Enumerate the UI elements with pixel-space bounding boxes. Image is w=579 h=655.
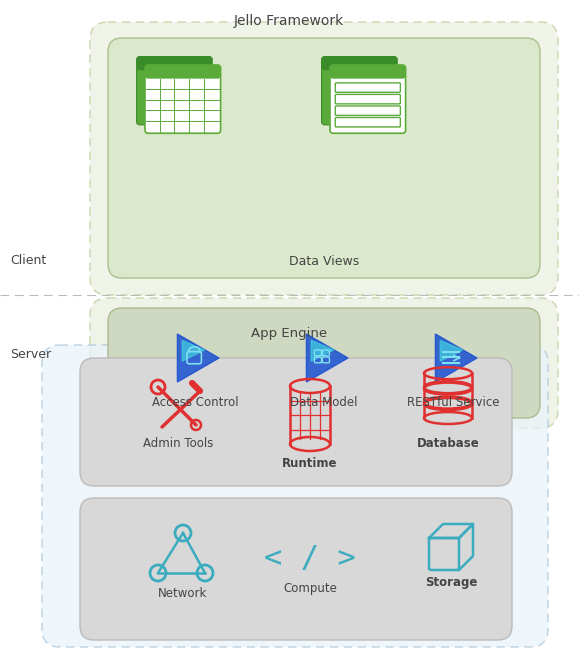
Text: Runtime: Runtime xyxy=(282,457,338,470)
Text: Database: Database xyxy=(417,437,479,450)
FancyBboxPatch shape xyxy=(330,65,406,133)
FancyBboxPatch shape xyxy=(108,308,540,418)
FancyBboxPatch shape xyxy=(42,345,548,647)
Text: Network: Network xyxy=(158,587,208,600)
FancyBboxPatch shape xyxy=(137,56,212,125)
Polygon shape xyxy=(182,341,204,361)
Polygon shape xyxy=(306,334,348,382)
FancyBboxPatch shape xyxy=(145,65,221,79)
FancyBboxPatch shape xyxy=(108,38,540,278)
Text: Compute: Compute xyxy=(283,582,337,595)
Text: Jello Framework: Jello Framework xyxy=(234,14,344,28)
FancyBboxPatch shape xyxy=(321,56,397,125)
FancyBboxPatch shape xyxy=(90,22,558,295)
Text: Data Model: Data Model xyxy=(290,396,358,409)
Polygon shape xyxy=(311,341,334,361)
FancyBboxPatch shape xyxy=(137,56,212,70)
FancyBboxPatch shape xyxy=(80,498,512,640)
Text: < / >: < / > xyxy=(264,544,356,572)
Polygon shape xyxy=(440,341,463,361)
Polygon shape xyxy=(435,334,477,382)
FancyBboxPatch shape xyxy=(80,358,512,486)
FancyBboxPatch shape xyxy=(145,65,221,133)
Text: App Engine: App Engine xyxy=(251,327,327,340)
Text: RESTful Service: RESTful Service xyxy=(407,396,499,409)
Text: Data Views: Data Views xyxy=(289,255,359,268)
Text: Access Control: Access Control xyxy=(152,396,239,409)
FancyBboxPatch shape xyxy=(321,56,397,70)
Text: Client: Client xyxy=(10,253,46,267)
Text: Storage: Storage xyxy=(425,576,477,589)
Text: Server: Server xyxy=(10,348,51,362)
Text: Admin Tools: Admin Tools xyxy=(143,437,213,450)
FancyBboxPatch shape xyxy=(90,298,558,428)
Polygon shape xyxy=(177,334,219,382)
FancyBboxPatch shape xyxy=(330,65,406,79)
